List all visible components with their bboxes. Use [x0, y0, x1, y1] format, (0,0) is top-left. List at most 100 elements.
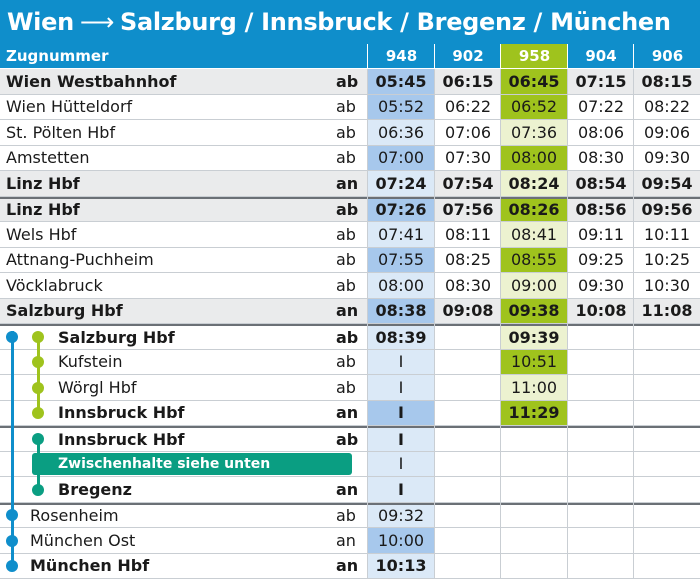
time-cell-train-904: 09:11	[577, 224, 625, 244]
header-label: Zugnummer	[6, 47, 109, 65]
time-cell-train-906	[634, 375, 700, 400]
time-cell-train-958: 09:38	[501, 298, 567, 323]
time-cell-train-902	[435, 401, 501, 426]
arrival-departure-marker: an	[336, 556, 359, 576]
time-cell-train-948: 05:45	[368, 69, 434, 94]
time-cell-train-948: I	[368, 375, 434, 400]
arrival-departure-marker: ab	[336, 97, 356, 117]
arrival-departure-marker: ab	[336, 200, 359, 220]
arrival-departure-marker: ab	[336, 377, 356, 397]
route-line-innsbruck	[37, 336, 40, 414]
arrival-departure-marker: ab	[336, 71, 359, 91]
arrival-departure-marker: an	[336, 301, 359, 321]
table-row: Salzburg Hbf an 08:38 09:08 09:38 10:08 11:08	[0, 298, 700, 324]
time-cell-train-902: 07:06	[444, 122, 492, 142]
time-cell-train-906	[634, 452, 700, 477]
time-cell-train-904	[568, 528, 634, 553]
timetable-title: Wien ⟶ Salzburg / Innsbruck / Bregenz / Mü…	[0, 0, 700, 44]
table-header: Zugnummer 948 902 958 904 906	[0, 44, 700, 68]
time-cell-train-906	[634, 326, 700, 349]
time-cell-train-906	[634, 401, 700, 426]
time-cell-train-902	[435, 505, 501, 528]
table-row: München Ost an 10:00	[0, 528, 700, 554]
time-cell-train-904: 07:15	[575, 71, 627, 91]
table-row: Innsbruck Hbf an I 11:29	[0, 400, 700, 426]
station-name: Salzburg Hbf	[58, 327, 175, 347]
time-cell-train-948: I	[368, 349, 434, 374]
arrival-departure-marker: ab	[336, 148, 356, 168]
time-cell-train-902: 08:25	[444, 250, 492, 270]
time-cell-train-904	[568, 428, 634, 451]
time-cell-train-902: 07:54	[442, 173, 494, 193]
time-cell-train-958: 08:26	[501, 198, 567, 221]
time-cell-train-902	[435, 528, 501, 553]
time-cell-train-958: 06:52	[501, 94, 567, 119]
arrival-departure-marker: ab	[336, 327, 359, 347]
station-dot-icon	[6, 560, 18, 573]
table-row: Innsbruck Hbf ab I	[0, 426, 700, 452]
time-cell-train-948: 10:00	[368, 528, 434, 553]
time-cell-train-902	[435, 326, 501, 349]
time-cell-train-904: 07:22	[577, 97, 625, 117]
arrival-departure-marker: an	[336, 530, 356, 550]
table-row: Salzburg Hbf ab 08:39 09:39	[0, 324, 700, 350]
time-cell-train-958: 11:00	[501, 375, 567, 400]
time-cell-train-906: 10:25	[643, 250, 691, 270]
time-cell-train-902: 06:22	[444, 97, 492, 117]
time-cell-train-904	[568, 452, 634, 477]
arrival-departure-marker: an	[336, 479, 359, 499]
time-cell-train-958: 08:00	[501, 145, 567, 170]
table-row: Rosenheim ab 09:32	[0, 502, 700, 528]
station-dot-icon	[32, 407, 44, 420]
time-cell-train-906: 11:08	[641, 301, 693, 321]
station-name: Wien Hütteldorf	[6, 97, 133, 117]
time-cell-train-904: 08:56	[575, 200, 627, 220]
time-cell-train-958	[501, 554, 567, 579]
table-row: Wels Hbf ab 07:41 08:11 08:41 09:11 10:11	[0, 222, 700, 248]
time-cell-train-902: 08:11	[444, 224, 492, 244]
arrow-right-icon: ⟶	[79, 8, 114, 36]
time-cell-train-948: 08:38	[368, 298, 434, 323]
column-divider	[434, 69, 435, 579]
table-row: München Hbf an 10:13	[0, 553, 700, 579]
time-cell-train-904	[568, 554, 634, 579]
time-cell-train-958: 09:39	[501, 326, 567, 349]
station-name: Vöcklabruck	[6, 275, 103, 295]
title-destinations: Salzburg / Innsbruck / Bregenz / München	[119, 8, 671, 36]
column-divider	[633, 69, 634, 579]
arrival-departure-marker: ab	[336, 275, 356, 295]
station-name: München Hbf	[30, 556, 150, 576]
time-cell-train-904	[568, 505, 634, 528]
table-row: St. Pölten Hbf ab 06:36 07:06 07:36 08:06 09:0…	[0, 120, 700, 146]
time-cell-train-906: 09:56	[641, 200, 693, 220]
time-cell-train-906	[634, 477, 700, 502]
column-divider	[500, 69, 501, 579]
time-cell-train-948: 08:00	[368, 273, 434, 298]
time-cell-train-906: 10:30	[643, 275, 691, 295]
time-cell-train-906	[634, 350, 700, 375]
time-cell-train-958: 08:55	[501, 247, 567, 272]
time-cell-train-906: 09:30	[643, 148, 691, 168]
table-row: Wien Hütteldorf ab 05:52 06:22 06:52 07:22 08:…	[0, 94, 700, 120]
arrival-departure-marker: ab	[336, 506, 356, 526]
time-cell-train-902	[435, 554, 501, 579]
station-dot-icon	[32, 356, 44, 369]
station-dot-icon	[6, 509, 18, 522]
time-cell-train-948: I	[368, 400, 434, 425]
time-cell-train-958	[501, 452, 567, 477]
station-name: Innsbruck Hbf	[58, 403, 185, 423]
time-cell-train-906: 08:15	[641, 71, 693, 91]
time-cell-train-948: 10:13	[368, 553, 434, 578]
time-cell-train-948: 05:52	[368, 94, 434, 119]
table-row: Linz Hbf ab 07:26 07:56 08:26 08:56 09:56	[0, 196, 700, 222]
table-row: Wörgl Hbf ab I 11:00	[0, 375, 700, 401]
time-cell-train-948: 08:39	[368, 326, 434, 349]
arrival-departure-marker: ab	[336, 352, 356, 372]
time-cell-train-948: 06:36	[368, 120, 434, 145]
train-902-header: 902	[434, 44, 501, 68]
time-cell-train-958	[501, 477, 567, 502]
time-cell-train-902: 07:56	[442, 200, 494, 220]
time-cell-train-958	[501, 528, 567, 553]
time-cell-train-904: 09:30	[577, 275, 625, 295]
table-row: Amstetten ab 07:00 07:30 08:00 08:30 09:30	[0, 145, 700, 171]
